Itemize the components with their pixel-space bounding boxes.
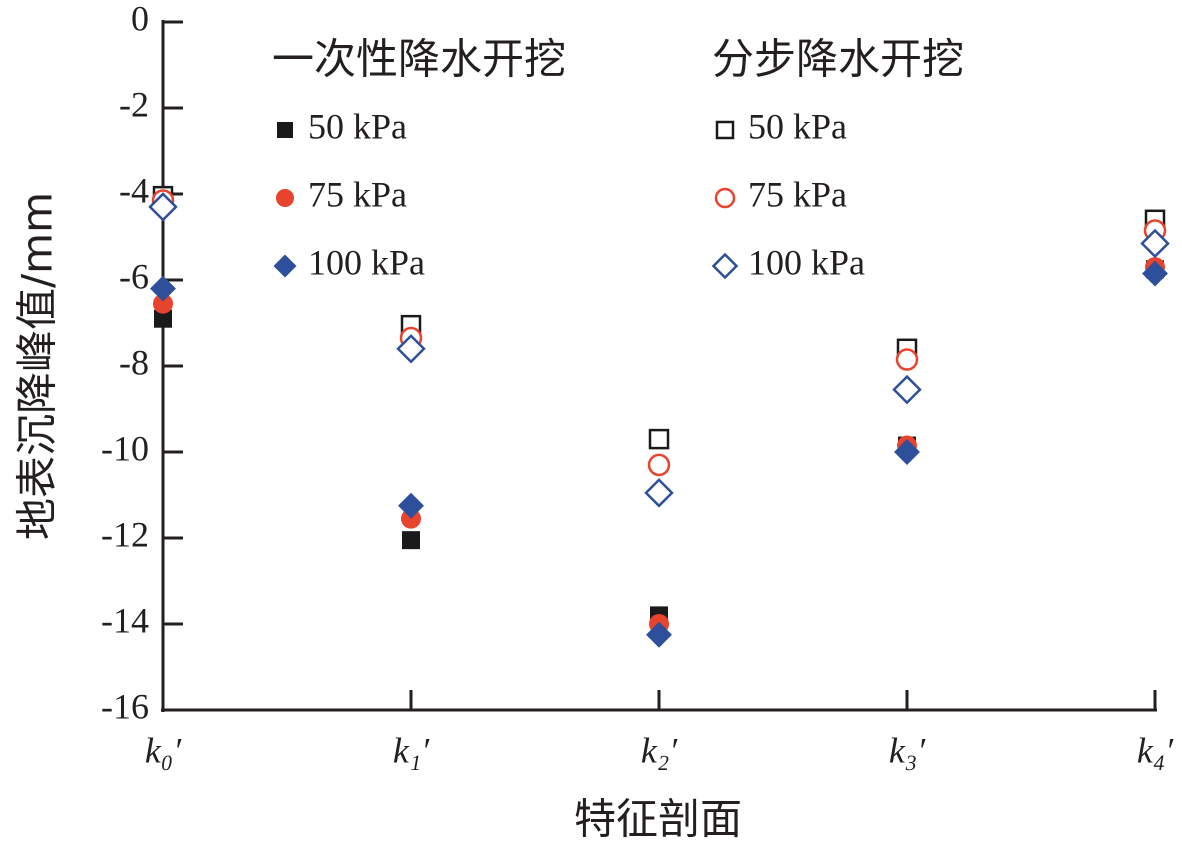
y-tick-label: -4 — [119, 170, 149, 210]
marker-square — [648, 428, 670, 450]
y-tick-label: -14 — [101, 600, 149, 640]
x-tick-label: k₁′ — [393, 730, 430, 770]
marker-diamond — [1140, 228, 1170, 259]
legend-label: 75 kPa — [748, 174, 847, 214]
marker-diamond — [646, 621, 672, 648]
y-tick-label: -2 — [119, 84, 149, 124]
marker-circle — [153, 293, 173, 314]
marker-square — [402, 531, 420, 550]
marker-diamond — [398, 492, 424, 519]
legend-label: 50 kPa — [748, 106, 847, 146]
legend-label: 100 kPa — [748, 242, 865, 282]
legend-label: 75 kPa — [308, 174, 407, 214]
marker-diamond — [150, 275, 176, 302]
marker-diamond — [396, 334, 426, 364]
x-tick-label: k₃′ — [889, 730, 926, 770]
marker-circle — [276, 189, 294, 207]
legend-label: 100 kPa — [308, 242, 425, 282]
marker-diamond — [148, 192, 178, 222]
marker-diamond — [1142, 260, 1168, 287]
legend-label: 50 kPa — [308, 106, 407, 146]
marker-square — [715, 120, 735, 140]
y-tick-label: 0 — [131, 0, 149, 38]
marker-square — [277, 122, 293, 138]
x-tick-label: k₀′ — [145, 730, 182, 770]
y-tick-label: -16 — [101, 686, 149, 726]
marker-square — [154, 309, 172, 328]
x-tick-label: k₂′ — [641, 730, 678, 770]
marker-diamond — [644, 478, 674, 508]
legend-group-title: 一次性降水开挖 — [272, 35, 566, 84]
y-axis-title: 地表沉降峰值/mm — [13, 192, 62, 540]
marker-diamond — [894, 439, 920, 465]
y-tick-label: -8 — [119, 342, 149, 382]
y-tick-label: -12 — [101, 514, 149, 554]
marker-diamond — [273, 254, 297, 278]
marker-diamond — [892, 374, 922, 405]
x-tick-label: k₄′ — [1137, 730, 1174, 770]
marker-circle — [714, 187, 736, 209]
marker-diamond — [711, 252, 739, 280]
legend-group-title: 分步降水开挖 — [712, 35, 964, 84]
y-tick-label: -6 — [119, 256, 149, 296]
marker-circle — [895, 348, 919, 371]
y-tick-label: -10 — [101, 428, 149, 468]
marker-circle — [647, 453, 671, 477]
x-axis-title: 特征剖面 — [574, 795, 742, 844]
